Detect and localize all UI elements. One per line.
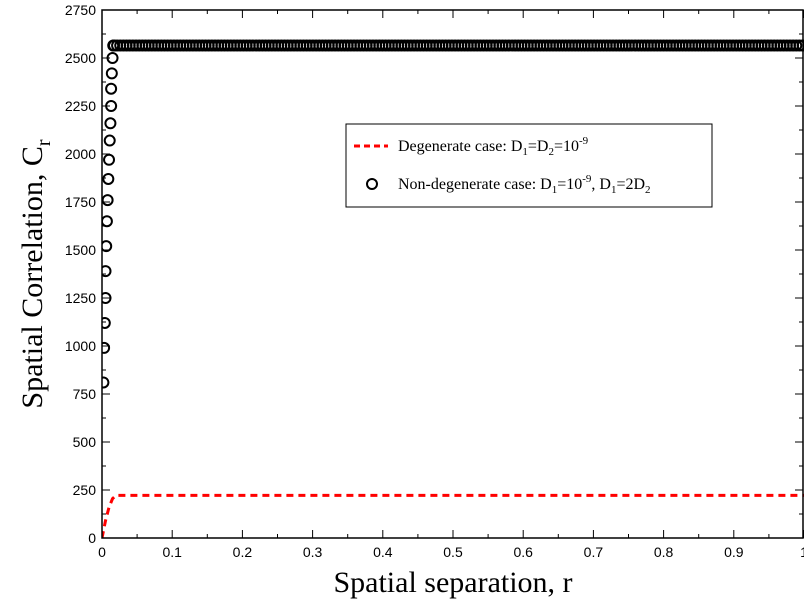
y-tick-label: 1250	[65, 290, 96, 306]
x-tick-label: 0.8	[654, 544, 674, 560]
x-tick-label: 0.1	[162, 544, 182, 560]
marker-non-degenerate	[103, 134, 116, 147]
marker-non-degenerate	[102, 215, 113, 228]
marker-non-degenerate	[103, 153, 116, 166]
marker-non-degenerate	[102, 265, 112, 278]
y-tick-label: 2500	[65, 50, 96, 66]
legend-box	[345, 123, 713, 208]
x-tick-label: 1	[800, 544, 804, 560]
y-tick-label: 500	[73, 434, 97, 450]
marker-non-degenerate	[105, 82, 118, 95]
y-tick-label: 1500	[65, 242, 96, 258]
x-tick-label: 0.6	[513, 544, 533, 560]
plot-content	[102, 39, 804, 538]
x-tick-label: 0.4	[373, 544, 393, 560]
marker-non-degenerate	[102, 341, 111, 354]
y-axis: 0 250 500 750 1000 1250 1500 1750 2000 2250 2500 27…	[65, 2, 803, 546]
y-tick-label: 1750	[65, 194, 96, 210]
marker-non-degenerate	[102, 292, 112, 304]
marker-non-degenerate	[105, 67, 118, 80]
x-tick-label: 0	[98, 544, 106, 560]
y-tick-label: 2000	[65, 146, 96, 162]
marker-non-degenerate	[107, 39, 120, 52]
legend-label-non-degenerate: Non-degenerate case: D1=10-9, D1=2D2	[398, 173, 651, 196]
marker-non-degenerate	[102, 172, 115, 185]
x-tick-label: 0.5	[443, 544, 463, 560]
x-tick-label: 0.7	[584, 544, 604, 560]
y-axis-title-subscript: r	[33, 139, 55, 146]
marker-non-degenerate	[102, 194, 114, 207]
x-axis-title: Spatial separation, r	[333, 566, 572, 599]
marker-non-degenerate	[104, 117, 117, 130]
marker-non-degenerate	[102, 376, 110, 389]
legend-swatch-non-degenerate	[366, 178, 378, 190]
y-tick-label: 1000	[65, 338, 96, 354]
plot-frame	[101, 9, 804, 539]
legend: Degenerate case: D1=D2=10-9 Non-degenera…	[345, 123, 713, 208]
marker-non-degenerate	[102, 316, 111, 329]
x-tick-label: 0.2	[233, 544, 253, 560]
x-tick-label: 0.3	[303, 544, 323, 560]
series-line-degenerate	[102, 493, 804, 538]
y-axis-title: Spatial Correlation, Cr	[16, 139, 55, 408]
y-tick-label: 250	[73, 482, 97, 498]
y-tick-label: 750	[73, 386, 97, 402]
legend-label-degenerate: Degenerate case: D1=D2=10-9	[398, 135, 589, 158]
x-axis: 0 0.1 0.2 0.3 0.4 0.5 0.6 0.7 0.8 0.9 1	[98, 10, 804, 560]
y-axis-title-main: Spatial Correlation, C	[16, 146, 49, 408]
marker-non-degenerate	[102, 240, 113, 253]
y-tick-label: 2750	[65, 2, 96, 18]
y-tick-label: 2250	[65, 98, 96, 114]
x-tick-label: 0.9	[724, 544, 744, 560]
y-tick-label: 0	[88, 530, 96, 546]
